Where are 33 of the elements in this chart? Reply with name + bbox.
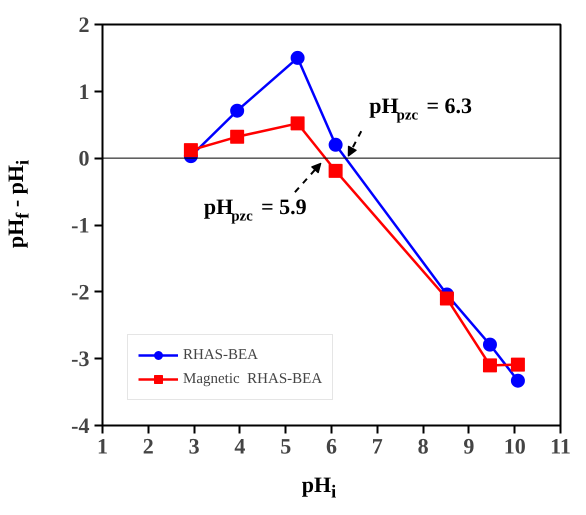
y-tick-label: -3 — [71, 346, 90, 372]
x-tick-label: 10 — [504, 434, 526, 458]
point — [290, 116, 305, 130]
x-tick-label: 1 — [97, 434, 108, 458]
x-tick-label: 7 — [372, 434, 383, 458]
point — [230, 130, 244, 144]
x-tick-label: 9 — [463, 434, 474, 458]
x-tick-label: 4 — [234, 434, 246, 458]
point — [328, 138, 343, 152]
y-tick-label: 1 — [78, 78, 90, 104]
point — [290, 50, 305, 65]
point — [510, 374, 525, 388]
point — [230, 104, 244, 118]
x-tick-label: 6 — [326, 434, 337, 458]
legend-label: Magnetic RHAS-BEA — [183, 370, 322, 388]
point — [482, 358, 497, 372]
point — [184, 143, 198, 158]
y-tick-label: 2 — [78, 12, 90, 37]
y-tick-label: -1 — [71, 212, 90, 238]
x-axis-title: pH$_{i}$ — [300, 471, 338, 504]
x-tick-label: 5 — [280, 434, 292, 458]
legend-label: RHAS-BEA — [183, 346, 258, 364]
point — [328, 164, 343, 178]
x-tick-label: 8 — [418, 434, 429, 458]
point — [482, 338, 497, 352]
y-tick-label: -2 — [71, 279, 90, 304]
y-tick-label: -4 — [71, 413, 90, 438]
point — [440, 292, 454, 306]
x-tick-label: 2 — [142, 434, 154, 458]
y-tick-label: 0 — [78, 146, 90, 171]
x-tick-label: 3 — [188, 434, 200, 458]
x-tick-label: 11 — [550, 434, 571, 458]
point — [510, 358, 525, 372]
